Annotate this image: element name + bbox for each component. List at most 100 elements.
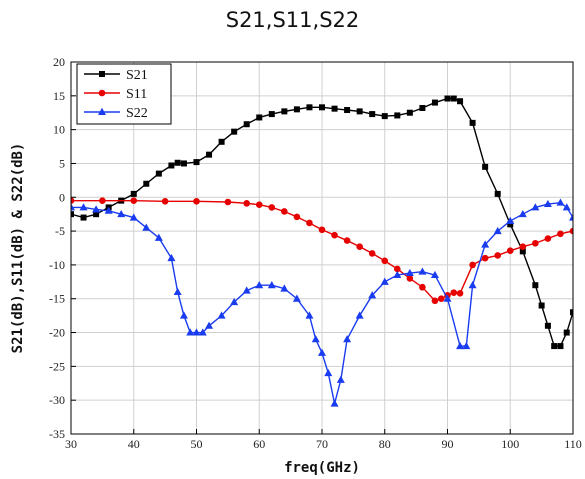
chart-title: S21,S11,S22 [225,8,360,32]
y-tick-label: -25 [49,359,65,373]
s22-point [418,267,427,275]
s22-point [569,213,573,221]
s11-point [281,208,288,215]
s11-point [419,283,426,291]
s11-point [532,239,539,247]
tick-layer: 30 40 50 60 70 80 90 100 11020151050-5-10-15-20-… [49,55,582,451]
s22-point [167,253,176,262]
s21-point [356,108,363,115]
s22-point [468,281,477,289]
s11-point [224,198,232,206]
s21-point [551,343,558,350]
s22-point [311,335,320,343]
s22-point [280,284,289,292]
y-tick-label: 5 [59,156,65,170]
y-tick-label: -5 [55,224,65,238]
s21-point [143,180,150,187]
s21-point [431,99,438,106]
s22-point [562,203,571,211]
s21-point [180,160,187,167]
y-tick-label: -10 [49,258,65,272]
s21-point [218,138,225,145]
s22-point [318,348,326,356]
s21-point [538,302,545,309]
s11-point [99,197,106,204]
x-tick-label: 70 [316,437,328,451]
s11-point [356,243,363,250]
s22-point [217,311,226,319]
s11-point [193,198,200,205]
s22-point [368,291,377,299]
s22-point [506,216,515,224]
s11-point [130,197,138,204]
y-tick-label: 0 [59,190,65,204]
s22-point [324,368,333,377]
x-tick-label: 90 [442,437,454,451]
s21-point [563,329,570,336]
s21-point [450,95,457,102]
x-tick-label: 60 [253,437,265,451]
series-layer [71,95,573,407]
legend-label-s21: S21 [126,68,148,83]
s11-point [481,254,489,262]
y-tick-label: -15 [49,292,65,306]
s11-point [293,213,301,221]
s22-point [104,206,113,214]
x-axis-label: freq(GHz) [284,460,360,476]
s22-point [462,341,471,350]
s22-point [380,277,389,285]
s22-point [117,209,126,218]
s11-point [71,197,75,204]
s22-point [393,270,402,279]
s21-point [155,170,162,177]
s22-point [305,311,314,319]
s21-point [494,190,501,197]
s21-point [381,113,388,120]
s22-point [543,199,552,208]
s11-point [243,200,250,207]
s11-point [450,289,458,296]
s22-point [405,268,414,277]
s21-point [174,159,181,166]
s11-point [381,257,389,265]
s21-point [168,162,175,169]
s11-point [557,230,564,238]
s22-point [430,270,439,279]
series-s22 [71,198,573,407]
s21-point [319,104,325,111]
s22-point [443,294,452,302]
s22-point [343,335,352,343]
x-tick-label: 80 [379,437,391,451]
s21-point [507,221,514,228]
s11-point [569,227,573,235]
s21-point [344,107,351,114]
s11-point [343,237,351,244]
s21-point [206,151,213,158]
s22-point [205,321,214,329]
s22-point [456,341,465,350]
s21-point [444,95,451,102]
s22-point [179,311,188,319]
s22-point [336,375,345,383]
s11-point [161,198,169,205]
s22-point [330,399,339,407]
s21-point [406,109,413,116]
s21-point [243,121,250,128]
s21-point [193,159,200,166]
s21-point [570,309,573,316]
s22-point [198,328,207,336]
s21-point [130,190,137,197]
s21-point [544,322,551,329]
s11-point [331,231,338,239]
y-tick-label: 20 [53,55,65,69]
s22-point [230,297,239,306]
s21-point [80,214,87,221]
s21-point [457,98,464,105]
s22-point [255,281,264,289]
legend-marker-s22 [98,107,106,115]
s21-point [519,248,526,255]
s11-point [431,297,439,305]
legend-box [76,63,172,125]
s22-point [186,328,195,336]
x-tick-label: 100 [501,437,519,451]
